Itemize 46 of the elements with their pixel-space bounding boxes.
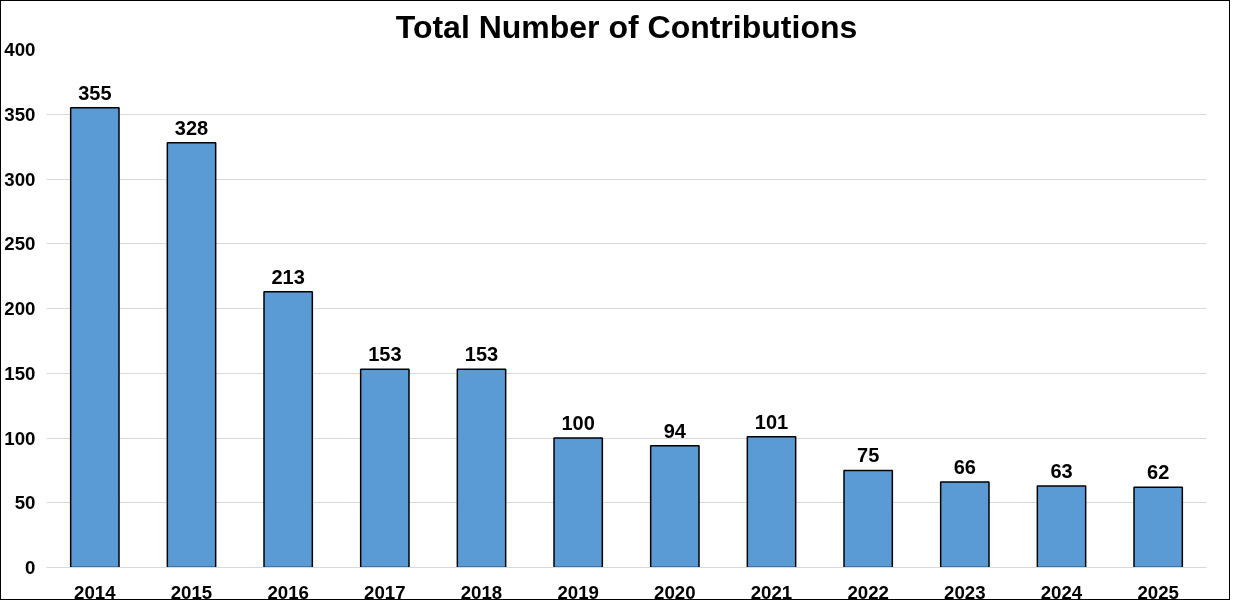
bar bbox=[69, 107, 120, 568]
data-label: 75 bbox=[857, 444, 880, 467]
x-tick-label: 2019 bbox=[557, 581, 599, 603]
data-label: 328 bbox=[174, 116, 209, 139]
data-label: 213 bbox=[271, 265, 305, 288]
data-label: 153 bbox=[464, 343, 499, 366]
y-tick-label: 0 bbox=[25, 557, 36, 578]
bar bbox=[359, 368, 410, 568]
y-tick-label: 50 bbox=[14, 492, 36, 514]
y-tick-label: 350 bbox=[4, 103, 36, 125]
y-tick-label: 100 bbox=[4, 427, 36, 449]
data-label: 355 bbox=[78, 81, 112, 104]
bar bbox=[1036, 485, 1087, 568]
data-label: 94 bbox=[663, 419, 687, 442]
y-tick-label: 300 bbox=[4, 168, 36, 190]
x-tick-label: 2017 bbox=[364, 581, 406, 603]
y-tick-label: 150 bbox=[4, 362, 36, 384]
bar bbox=[1133, 486, 1184, 568]
x-tick-label: 2014 bbox=[74, 581, 117, 603]
bar bbox=[456, 368, 507, 568]
bar bbox=[939, 481, 990, 568]
bar bbox=[649, 445, 700, 568]
x-tick-label: 2018 bbox=[460, 581, 503, 603]
bar bbox=[166, 141, 217, 568]
y-tick-label: 400 bbox=[4, 39, 36, 60]
data-label: 66 bbox=[953, 456, 976, 479]
x-tick-label: 2025 bbox=[1137, 581, 1179, 603]
data-label: 63 bbox=[1050, 459, 1073, 482]
x-tick-label: 2015 bbox=[170, 581, 213, 603]
y-tick-label: 200 bbox=[4, 298, 36, 319]
data-label: 101 bbox=[754, 410, 789, 433]
bar bbox=[263, 290, 314, 568]
x-tick-label: 2020 bbox=[654, 581, 696, 603]
x-tick-label: 2023 bbox=[944, 581, 986, 603]
y-tick-label: 250 bbox=[4, 233, 36, 255]
data-label: 153 bbox=[368, 343, 402, 366]
chart-title: Total Number of Contributions bbox=[395, 8, 858, 45]
data-label: 100 bbox=[561, 412, 595, 434]
bar bbox=[843, 469, 894, 568]
bar bbox=[553, 437, 604, 568]
data-label: 62 bbox=[1147, 461, 1170, 484]
bar bbox=[746, 435, 797, 568]
x-tick-label: 2016 bbox=[267, 581, 309, 603]
x-tick-label: 2022 bbox=[847, 581, 889, 603]
x-tick-label: 2024 bbox=[1040, 581, 1083, 603]
x-tick-label: 2021 bbox=[750, 581, 793, 603]
